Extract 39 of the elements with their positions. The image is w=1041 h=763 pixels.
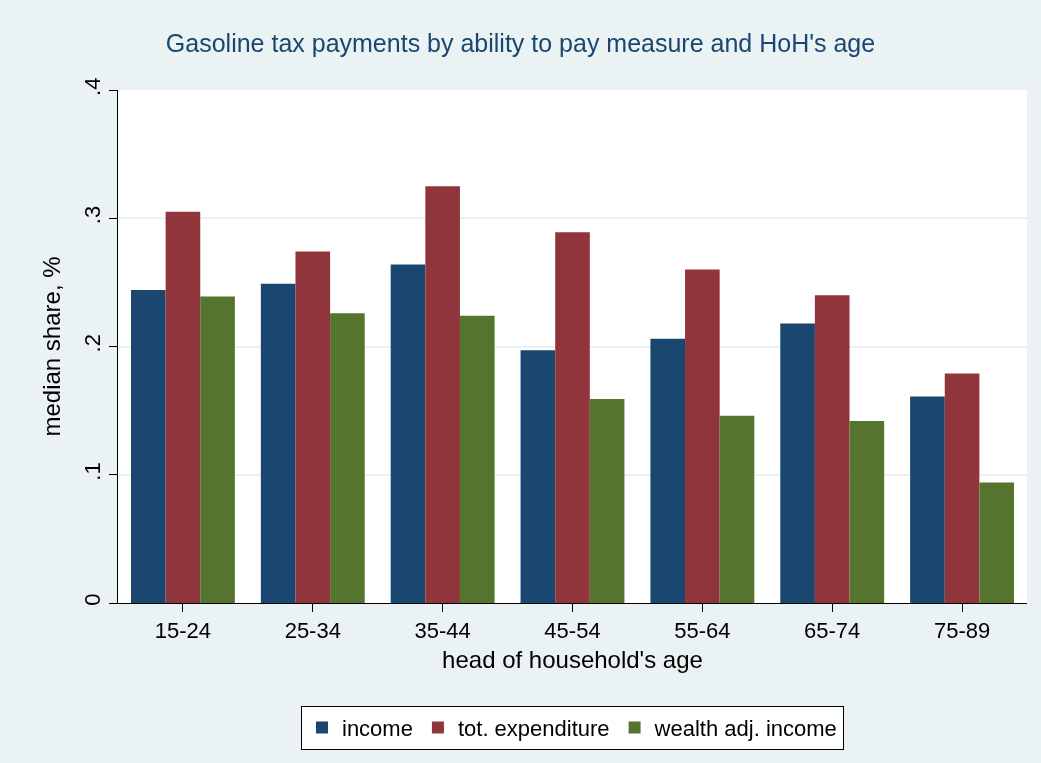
bar [814, 295, 850, 603]
bar [555, 232, 590, 603]
y-tick-label: .2 [80, 334, 106, 353]
y-tick-label: .1 [80, 462, 106, 481]
bar [459, 315, 495, 603]
bar [425, 186, 460, 603]
chart-title: Gasoline tax payments by ability to pay measure and HoH's age [165, 28, 876, 57]
bar [330, 313, 365, 603]
bar [390, 264, 426, 603]
y-tick-label: .3 [80, 205, 106, 225]
bar [165, 211, 201, 603]
y-axis-title: median share, % [38, 256, 66, 437]
bar [719, 415, 755, 603]
bar [260, 283, 296, 603]
x-tick-label: 45-54 [544, 618, 601, 644]
bar [589, 399, 625, 603]
x-tick-label: 75-89 [933, 618, 991, 644]
bar [685, 269, 720, 603]
legend-label: tot. expenditure [457, 715, 610, 741]
bar [849, 420, 885, 603]
bar [200, 296, 235, 603]
x-tick-label: 55-64 [674, 618, 731, 644]
x-tick-label: 35-44 [414, 618, 471, 644]
legend-label: wealth adj. income [653, 715, 837, 741]
bar [520, 350, 556, 603]
y-tick-label: 0 [80, 593, 106, 606]
legend-label: income [342, 715, 413, 741]
bar [944, 373, 980, 603]
bar [780, 323, 815, 603]
x-tick-label: 25-34 [284, 618, 341, 644]
x-tick-label: 15-24 [154, 618, 212, 644]
bar [979, 482, 1015, 603]
x-axis-title: head of household's age [442, 645, 703, 673]
x-tick-label: 65-74 [804, 618, 861, 644]
bar [130, 290, 166, 603]
bar [650, 338, 686, 603]
bar [295, 251, 331, 603]
bar [910, 396, 945, 603]
y-tick-label: .4 [80, 77, 106, 96]
